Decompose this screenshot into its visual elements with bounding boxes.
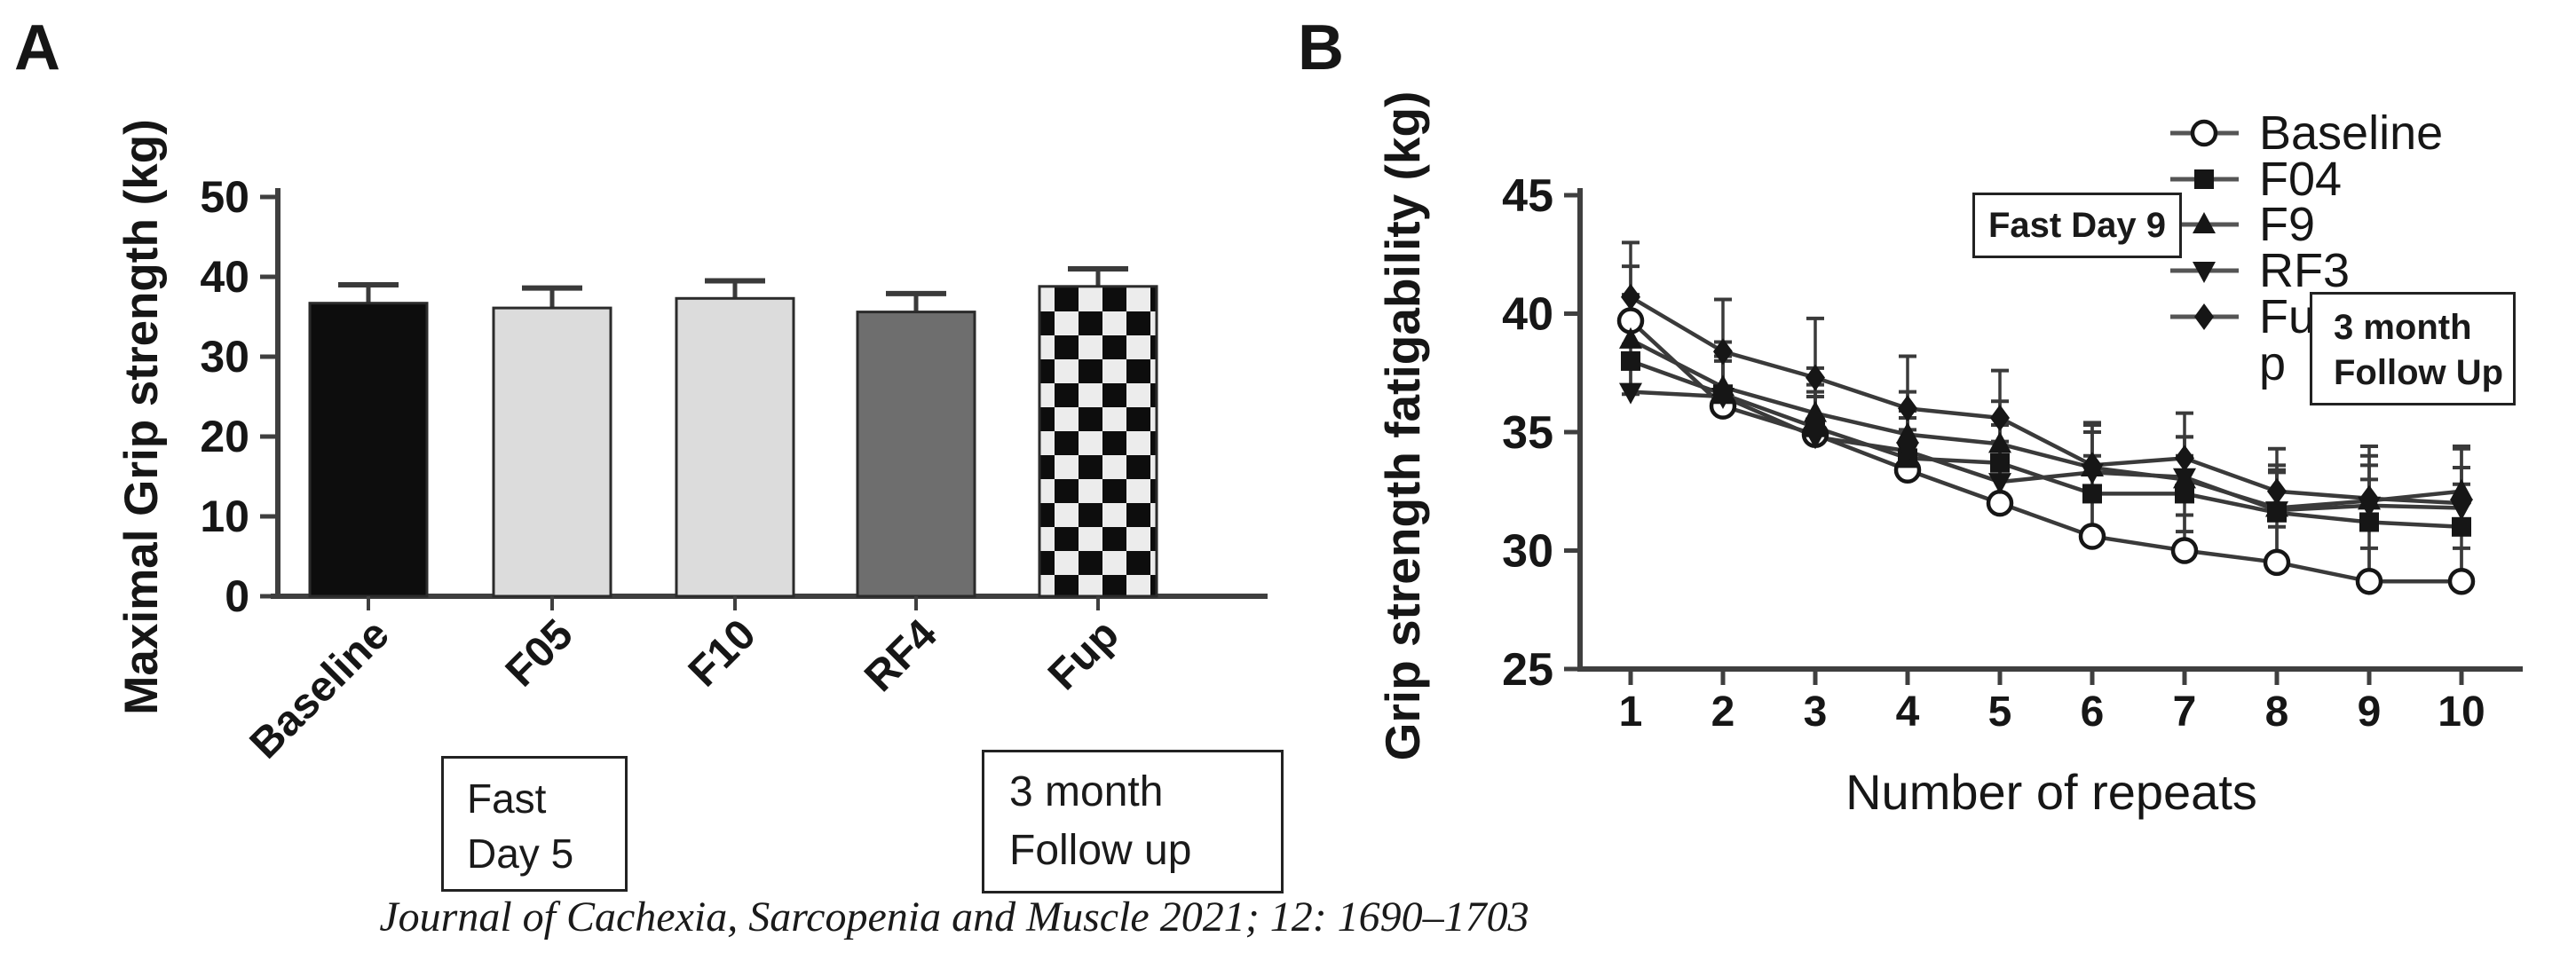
svg-text:30: 30 bbox=[1502, 526, 1553, 578]
panel-a-axes: 0 10 20 30 40 50 bbox=[200, 172, 1268, 621]
fast-day-9-text: Fast Day 9 bbox=[1987, 205, 2167, 245]
three-month-follow-up-annotation-box-a: 3 month Follow up bbox=[982, 750, 1284, 893]
svg-text:5: 5 bbox=[1988, 689, 2012, 736]
svg-text:F04: F04 bbox=[2259, 153, 2342, 206]
svg-text:4: 4 bbox=[1896, 689, 1920, 736]
fast-day-5-line1: Fast bbox=[467, 775, 547, 822]
svg-text:0: 0 bbox=[225, 571, 249, 621]
series-line-Baseline bbox=[1629, 319, 2461, 584]
svg-text:20: 20 bbox=[200, 412, 249, 461]
svg-text:35: 35 bbox=[1502, 407, 1553, 459]
three-month-follow-up-annotation-box-b: 3 month Follow Up bbox=[2310, 292, 2516, 405]
svg-text:8: 8 bbox=[2265, 689, 2289, 736]
svg-text:F9: F9 bbox=[2259, 198, 2315, 251]
svg-text:Fu: Fu bbox=[2259, 290, 2315, 343]
svg-text:9: 9 bbox=[2358, 689, 2382, 736]
svg-text:7: 7 bbox=[2173, 689, 2197, 736]
three-month-b-line2: Follow Up bbox=[2334, 353, 2504, 392]
series-line-RF3 bbox=[1630, 390, 2462, 513]
svg-text:30: 30 bbox=[200, 332, 249, 382]
svg-text:10: 10 bbox=[2438, 689, 2485, 736]
svg-text:p: p bbox=[2259, 337, 2286, 390]
series-markers-Baseline bbox=[1616, 307, 2476, 595]
panel-a-letter: A bbox=[14, 12, 60, 83]
svg-text:1: 1 bbox=[1619, 689, 1643, 736]
panel-a-bars bbox=[308, 266, 1158, 610]
svg-text:F05: F05 bbox=[497, 610, 582, 696]
journal-citation: Journal of Cachexia, Sarcopenia and Musc… bbox=[379, 893, 1529, 941]
series-line-F9 bbox=[1629, 337, 2462, 510]
svg-text:RF3: RF3 bbox=[2259, 244, 2350, 297]
svg-text:2: 2 bbox=[1711, 689, 1735, 736]
svg-text:40: 40 bbox=[200, 252, 249, 302]
series-markers-Fup bbox=[1621, 283, 2471, 517]
svg-text:25: 25 bbox=[1502, 644, 1553, 696]
three-month-b-line1: 3 month bbox=[2334, 308, 2472, 347]
panel-b-x-axis-label: Number of repeats bbox=[1845, 764, 2257, 820]
bar-chart-maximal-grip-strength: 0 10 20 30 40 50 Baseline F05 F10 RF4 Fup bbox=[200, 172, 1268, 767]
series-line-Fup bbox=[1629, 295, 2462, 506]
svg-text:3: 3 bbox=[1804, 689, 1828, 736]
panel-b-letter: B bbox=[1298, 12, 1344, 83]
svg-text:10: 10 bbox=[200, 492, 249, 541]
svg-text:F10: F10 bbox=[680, 610, 765, 696]
fast-day-5-line2: Day 5 bbox=[467, 830, 574, 877]
svg-text:Baseline: Baseline bbox=[2259, 106, 2443, 160]
svg-text:45: 45 bbox=[1502, 170, 1553, 222]
svg-text:40: 40 bbox=[1502, 289, 1553, 341]
svg-text:6: 6 bbox=[2081, 689, 2105, 736]
svg-text:Baseline: Baseline bbox=[241, 610, 399, 767]
three-month-a-line2: Follow up bbox=[1009, 827, 1192, 874]
panel-a-category-labels: Baseline F05 F10 RF4 Fup bbox=[241, 610, 1128, 767]
svg-text:Fup: Fup bbox=[1039, 610, 1128, 699]
fast-day-9-annotation-box: Fast Day 9 bbox=[1972, 193, 2182, 258]
three-month-a-line1: 3 month bbox=[1009, 768, 1164, 815]
svg-text:RF4: RF4 bbox=[856, 610, 946, 701]
fast-day-5-annotation-box: Fast Day 5 bbox=[441, 756, 628, 892]
svg-text:50: 50 bbox=[200, 172, 249, 222]
